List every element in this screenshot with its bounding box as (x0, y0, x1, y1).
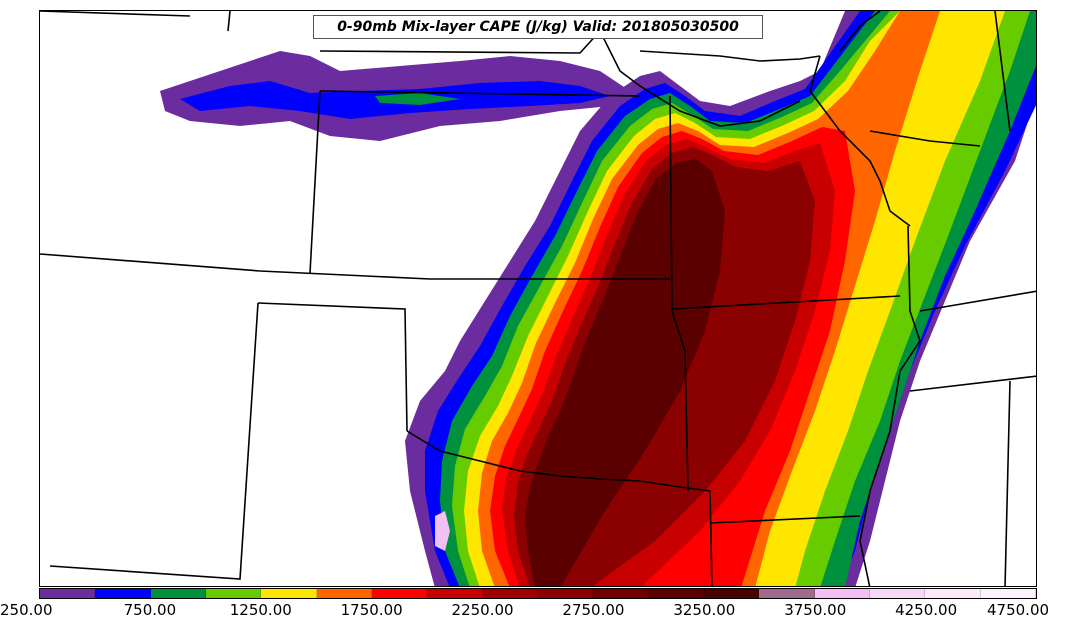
border-line (839, 11, 881, 52)
state-boundaries (40, 11, 1036, 586)
colorbar-segment (869, 589, 926, 598)
border-line (1004, 380, 1011, 586)
colorbar-tick-label: 1250.00 (229, 601, 292, 619)
colorbar-tick-label: 3250.00 (673, 601, 736, 619)
border-line (671, 295, 901, 310)
colorbar-segment (427, 589, 483, 598)
colorbar-segment (95, 589, 151, 598)
cape-contour-max (525, 159, 725, 586)
border-line (40, 11, 191, 17)
colorbar-tick-label: 4750.00 (987, 601, 1050, 619)
border-line (869, 130, 981, 147)
colorbar-segment (205, 589, 262, 598)
border-line (909, 375, 1036, 392)
border-line (859, 225, 921, 586)
colorbar-segment (482, 589, 538, 598)
colorbar-segment (925, 589, 981, 598)
colorbar-segment (261, 589, 317, 598)
cape-high-spot (435, 511, 450, 551)
colorbar-segment (316, 589, 372, 598)
border-line (639, 50, 821, 62)
border-line (49, 302, 259, 580)
border-line (227, 11, 231, 32)
cape-map (40, 11, 1036, 586)
border-line (809, 55, 911, 227)
colorbar-labels: 250.00 750.00 1250.00 1750.00 2250.00 2750.00… (0, 601, 1081, 625)
colorbar-segment (703, 589, 760, 598)
colorbar-segment (537, 589, 594, 598)
border-line (319, 90, 641, 97)
colorbar-tick-label: 4250.00 (895, 601, 958, 619)
colorbar-segment (40, 589, 96, 598)
map-title: 0-90mb Mix-layer CAPE (J/kg) Valid: 2018… (313, 15, 763, 39)
colorbar (39, 588, 1037, 599)
colorbar-segment (593, 589, 649, 598)
border-line (709, 515, 861, 524)
colorbar-tick-label: 250.00 (0, 601, 53, 619)
border-line (994, 11, 1011, 132)
colorbar-segment (814, 589, 870, 598)
colorbar-segment (648, 589, 704, 598)
border-line (40, 253, 670, 280)
colorbar-tick-label: 2250.00 (451, 601, 514, 619)
colorbar-segment (759, 589, 815, 598)
colorbar-segment (980, 589, 1036, 598)
colorbar-segment (371, 589, 428, 598)
map-panel (39, 10, 1037, 587)
border-line (919, 290, 1036, 312)
border-line (257, 302, 408, 432)
colorbar-tick-label: 3750.00 (784, 601, 847, 619)
colorbar-segment (150, 589, 206, 598)
cape-streak-green (375, 93, 460, 105)
colorbar-tick-label: 1750.00 (340, 601, 403, 619)
border-line (669, 95, 689, 492)
colorbar-tick-label: 750.00 (123, 601, 177, 619)
border-line (406, 430, 711, 492)
border-line (309, 90, 321, 274)
border-line (709, 490, 713, 586)
colorbar-tick-label: 2750.00 (562, 601, 625, 619)
border-line (599, 30, 801, 127)
